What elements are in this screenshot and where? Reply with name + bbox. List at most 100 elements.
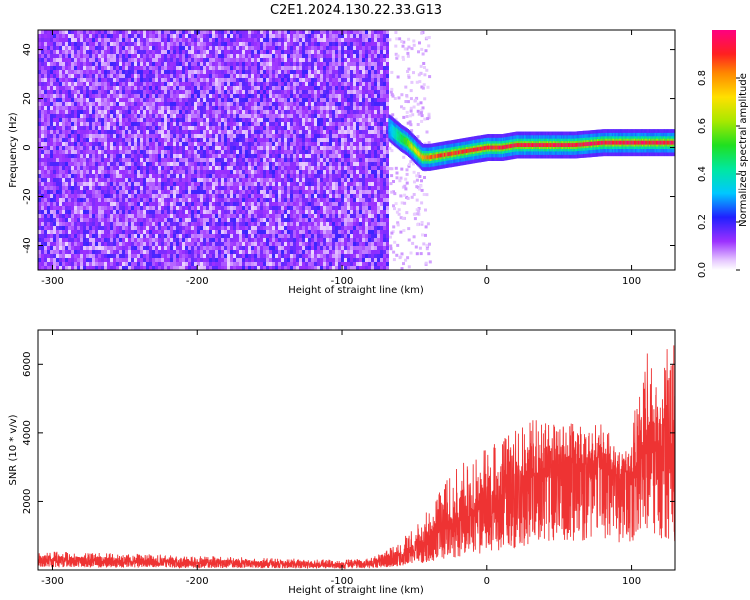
heat-cell — [245, 70, 248, 74]
heat-cell — [110, 218, 113, 222]
heat-cell — [242, 246, 245, 250]
heat-cell — [44, 254, 47, 258]
heat-cell — [53, 190, 56, 194]
heat-cell — [47, 242, 50, 246]
heat-cell — [179, 174, 182, 178]
heat-cell — [128, 90, 131, 94]
heat-cell — [146, 66, 149, 70]
heat-cell — [41, 214, 44, 218]
heat-cell — [38, 150, 41, 154]
heat-cell — [134, 134, 137, 138]
heat-cell — [41, 78, 44, 82]
heat-cell — [149, 226, 152, 230]
heat-cell — [236, 138, 239, 142]
heat-cell — [74, 158, 77, 162]
heat-cell — [50, 98, 53, 102]
heat-cell — [47, 198, 50, 202]
heat-cell — [173, 162, 176, 166]
heat-cell — [134, 110, 137, 114]
heat-cell — [158, 206, 161, 210]
heat-cell — [155, 178, 158, 182]
heat-cell — [56, 166, 59, 170]
heat-cell — [47, 186, 50, 190]
heat-cell — [62, 190, 65, 194]
heat-cell — [218, 142, 221, 146]
heat-cell — [239, 118, 242, 122]
heat-cell — [194, 214, 197, 218]
heat-cell — [227, 202, 230, 206]
heat-cell — [200, 130, 203, 134]
heat-cell — [227, 126, 230, 130]
heat-cell — [143, 186, 146, 190]
heat-cell — [38, 198, 41, 202]
heat-cell — [200, 258, 203, 262]
heat-cell — [65, 174, 68, 178]
heat-cell — [134, 94, 137, 98]
heat-cell — [263, 38, 266, 42]
heat-cell — [65, 178, 68, 182]
heat-cell — [185, 210, 188, 214]
heat-cell — [44, 82, 47, 86]
heat-cell — [179, 202, 182, 206]
heat-cell — [131, 30, 134, 34]
heat-cell — [131, 174, 134, 178]
heat-cell — [158, 58, 161, 62]
heat-cell — [236, 102, 239, 106]
heat-cell — [263, 210, 266, 214]
heat-cell — [86, 30, 89, 34]
heat-cell — [50, 114, 53, 118]
heat-cell — [218, 34, 221, 38]
heat-cell — [47, 66, 50, 70]
heat-cell — [104, 254, 107, 258]
heat-cell — [95, 146, 98, 150]
heat-cell — [257, 258, 260, 262]
heat-cell — [98, 174, 101, 178]
heat-cell — [143, 194, 146, 198]
heat-cell — [164, 58, 167, 62]
heat-cell — [215, 234, 218, 238]
heat-cell — [254, 46, 257, 50]
heat-cell — [176, 46, 179, 50]
heat-cell — [77, 78, 80, 82]
heat-cell — [269, 122, 272, 126]
heat-cell — [122, 98, 125, 102]
heat-cell — [284, 262, 287, 266]
heat-cell — [152, 126, 155, 130]
heat-cell — [50, 134, 53, 138]
heat-cell — [197, 118, 200, 122]
heat-cell — [53, 158, 56, 162]
heat-cell — [110, 130, 113, 134]
heat-cell — [149, 186, 152, 190]
heat-cell — [245, 226, 248, 230]
heat-cell — [272, 250, 275, 254]
heat-cell — [62, 242, 65, 246]
heat-cell — [86, 134, 89, 138]
heat-cell — [266, 242, 269, 246]
heat-cell — [122, 90, 125, 94]
heat-cell — [56, 102, 59, 106]
heat-cell — [128, 230, 131, 234]
heat-cell — [140, 242, 143, 246]
heat-cell — [128, 206, 131, 210]
heat-cell — [236, 162, 239, 166]
heat-cell — [44, 122, 47, 126]
heat-cell — [230, 58, 233, 62]
heat-cell — [182, 74, 185, 78]
heat-cell — [44, 110, 47, 114]
heat-cell — [272, 222, 275, 226]
heat-cell — [245, 66, 248, 70]
heat-cell — [233, 150, 236, 154]
heat-cell — [134, 86, 137, 90]
heat-cell — [119, 46, 122, 50]
heat-cell — [215, 254, 218, 258]
heat-cell — [41, 218, 44, 222]
heat-cell — [236, 198, 239, 202]
heat-cell — [164, 170, 167, 174]
heat-cell — [164, 94, 167, 98]
heat-cell — [65, 58, 68, 62]
heat-cell — [131, 46, 134, 50]
heat-cell — [47, 146, 50, 150]
heat-cell — [41, 234, 44, 238]
heat-cell — [56, 150, 59, 154]
heat-cell — [89, 162, 92, 166]
